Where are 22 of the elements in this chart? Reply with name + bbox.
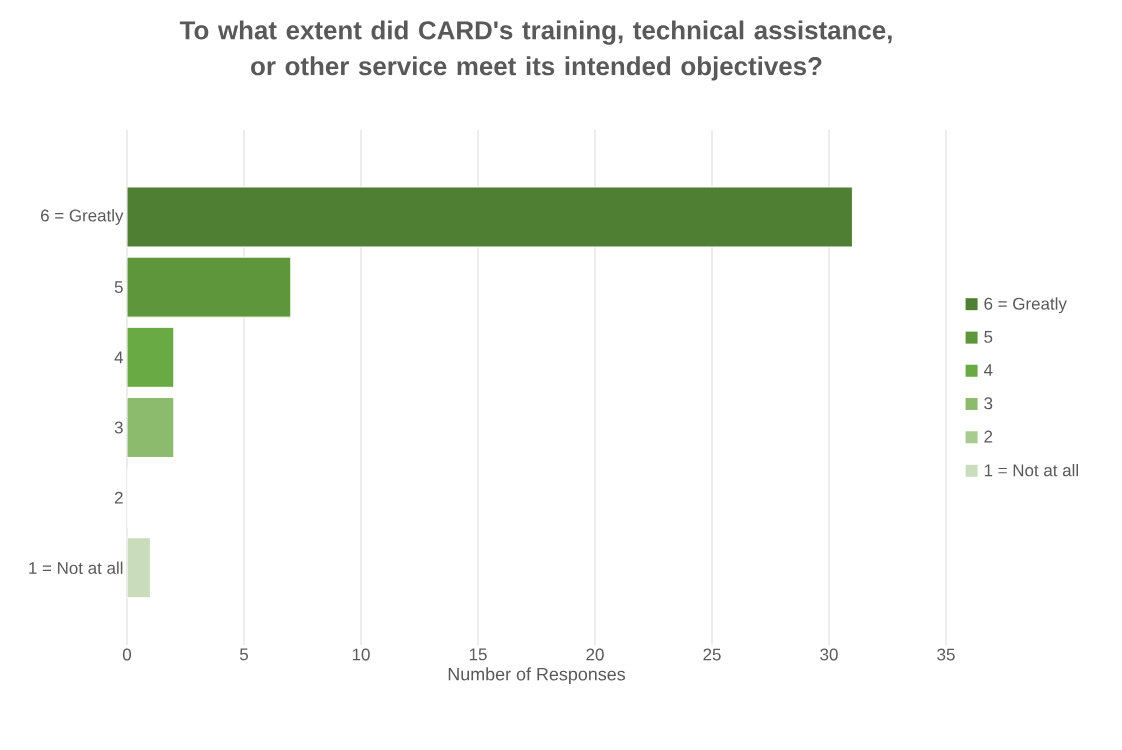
x-tick-label: 10 — [352, 648, 370, 661]
y-tick-label: 2 — [114, 491, 123, 504]
legend-label: 4 — [983, 364, 993, 376]
chart-title: To what extent did CARD's training, technical assistance, or other service meet its intended objectives? — [179, 20, 892, 81]
legend-label: 6 = Greatly — [984, 297, 1067, 314]
y-tick-label: 5 — [114, 281, 123, 294]
y-tick-label: 1 = Not at all — [29, 561, 123, 575]
x-tick-label: 30 — [820, 648, 838, 661]
y-tick-label: 3 — [114, 421, 123, 434]
x-axis-title: Number of Responses — [448, 667, 626, 685]
y-tick-label: 6 = Greatly — [41, 209, 124, 225]
x-tick-label: 15 — [469, 648, 487, 661]
x-tick-label: 5 — [239, 648, 248, 661]
x-tick-label: 20 — [586, 648, 604, 661]
x-tick-label: 35 — [937, 648, 955, 661]
legend-label: 5 — [984, 331, 993, 343]
x-tick-label: 25 — [703, 648, 721, 661]
x-tick-label: 0 — [122, 648, 132, 661]
legend-label: 1 = Not at all — [984, 463, 1078, 477]
legend-label: 2 — [984, 430, 993, 443]
y-tick-label: 4 — [114, 351, 123, 364]
legend-label: 3 — [984, 397, 993, 410]
